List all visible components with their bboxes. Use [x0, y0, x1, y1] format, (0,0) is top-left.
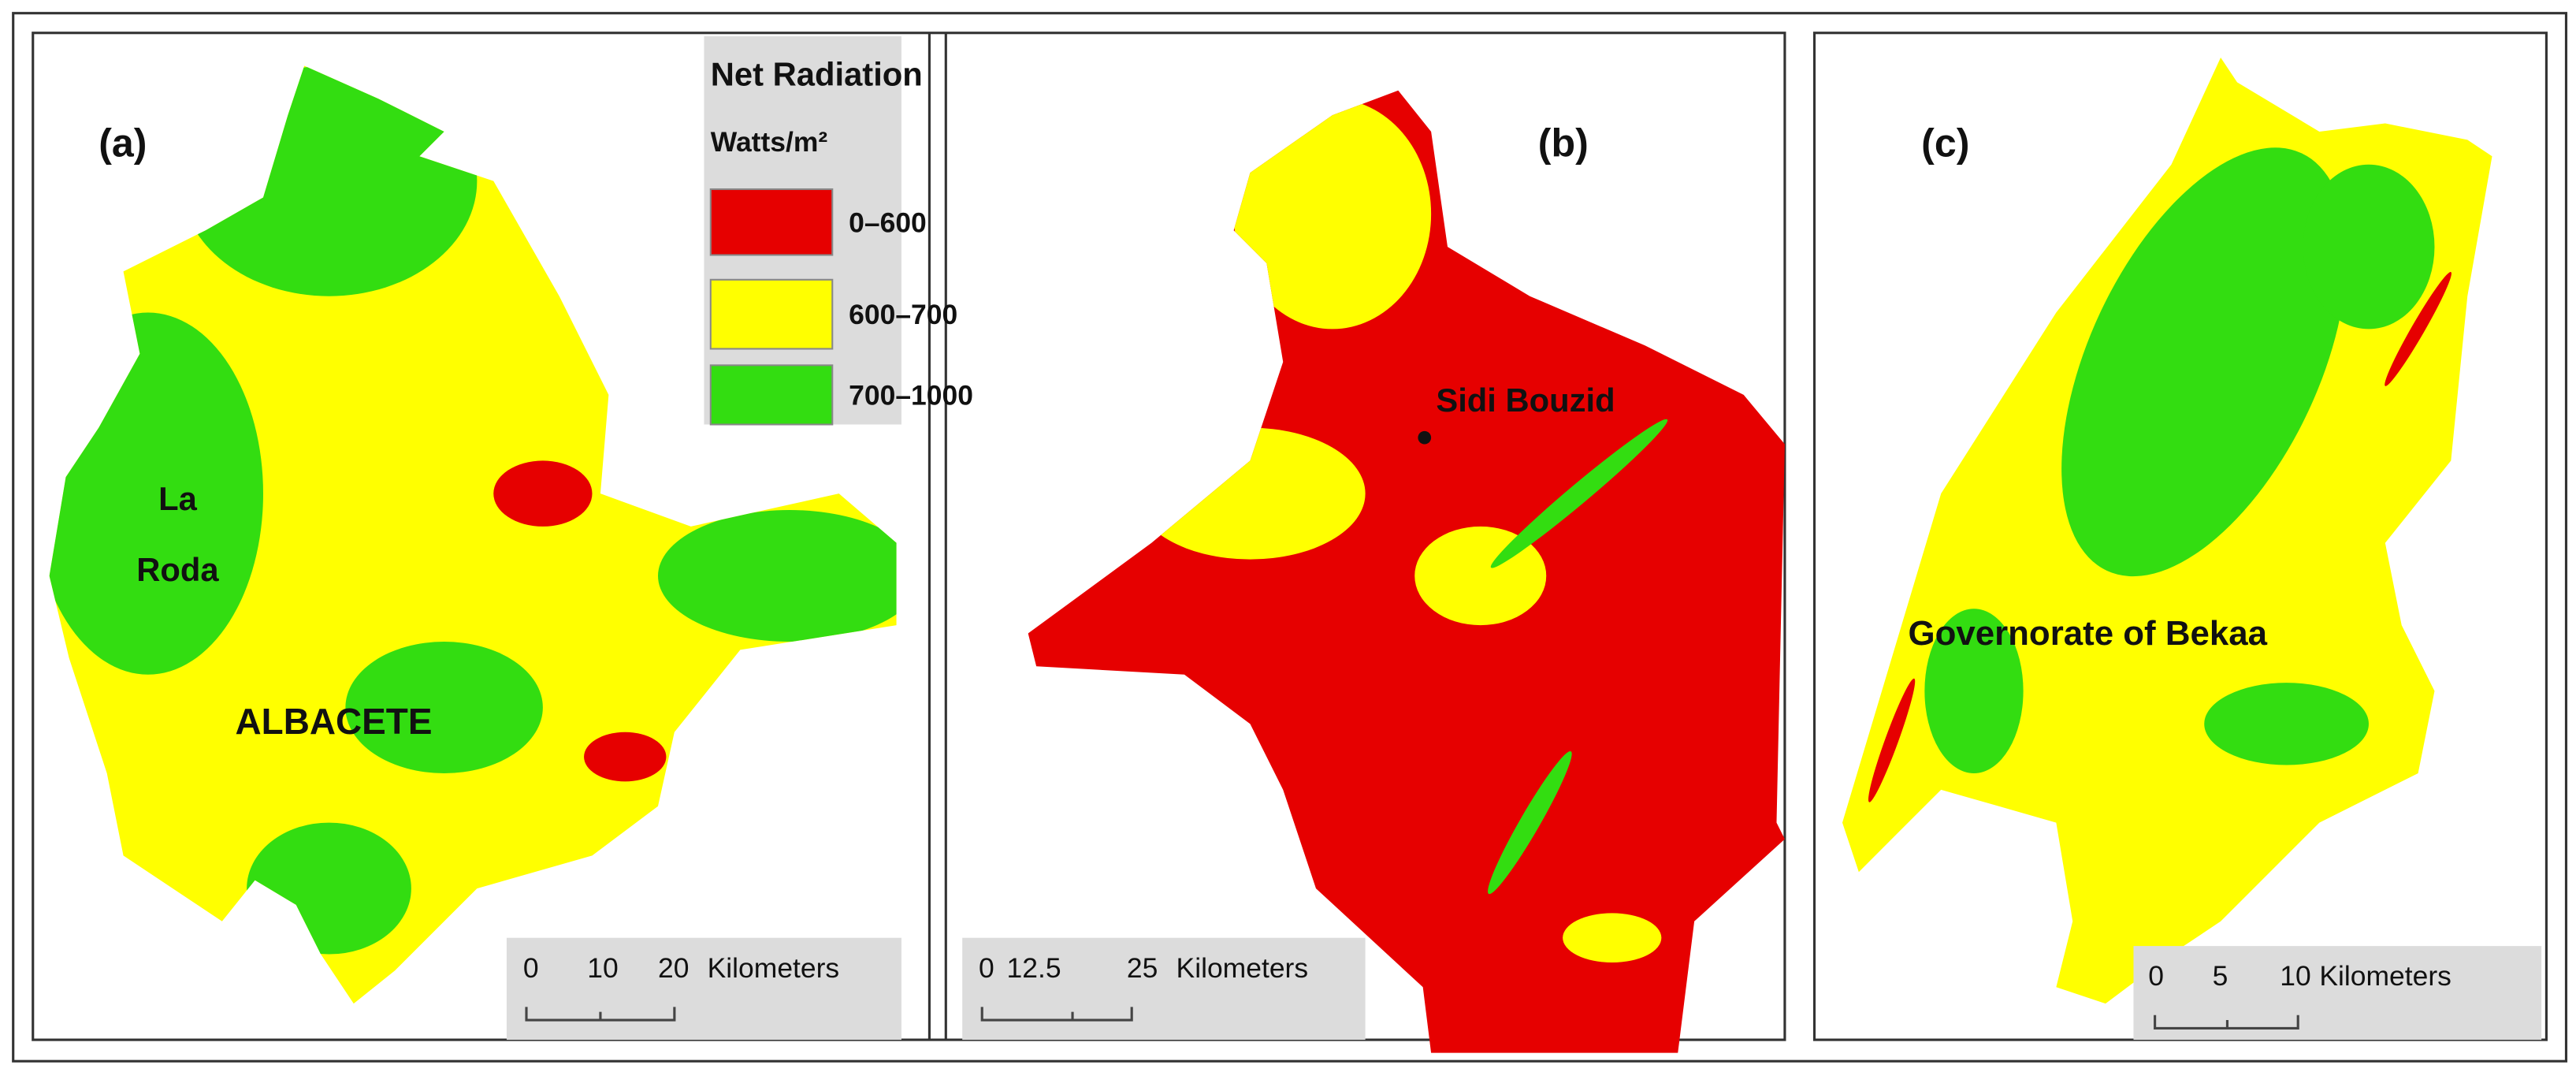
map-b: [1028, 90, 1785, 1053]
place-name: La: [158, 480, 197, 517]
scale-tick: 0: [2148, 960, 2164, 992]
outer-frame: [12, 12, 2568, 1063]
scale-unit: Kilometers: [708, 952, 840, 984]
scale-tick: 10: [587, 952, 618, 984]
scale-tick: 10: [2280, 960, 2310, 992]
scale-bar: [980, 1007, 1133, 1022]
panel-label: (c): [1921, 121, 1969, 165]
scale-tick: 0: [523, 952, 539, 984]
map-c: [1842, 58, 2492, 1004]
legend-swatch: [709, 364, 834, 426]
city-dot: [1418, 430, 1432, 445]
legend-title: Net Radiation: [711, 56, 923, 93]
place-name: Roda: [136, 551, 219, 588]
place-name: ALBACETE: [236, 701, 433, 742]
legend-unit: Watts/m²: [711, 126, 828, 158]
legend-swatch: [709, 278, 834, 350]
scale-unit: Kilometers: [1176, 952, 1309, 984]
legend-swatch: [709, 188, 834, 256]
scale-tick: 25: [1127, 952, 1158, 984]
panel-label: (b): [1538, 121, 1589, 165]
scale-unit: Kilometers: [2319, 960, 2451, 992]
scale-bar: [2154, 1015, 2299, 1030]
scale-bar: [525, 1007, 676, 1022]
scale-tick: 5: [2213, 960, 2228, 992]
panel-frame: [32, 32, 1786, 1041]
scale-box: [506, 937, 901, 1041]
place-name: Governorate of Bekaa: [1908, 614, 2267, 653]
scale-box: [2133, 946, 2542, 1041]
scale-tick: 0: [979, 952, 994, 984]
scale-tick: 12.5: [1007, 952, 1061, 984]
scale-box: [962, 937, 1366, 1041]
legend-label: 0–600: [849, 207, 927, 238]
panel-label: (a): [99, 121, 147, 165]
place-name: Sidi Bouzid: [1436, 382, 1615, 419]
legend-label: 600–700: [849, 299, 957, 330]
scale-tick: 20: [658, 952, 689, 984]
legend-label: 700–1000: [849, 379, 973, 411]
